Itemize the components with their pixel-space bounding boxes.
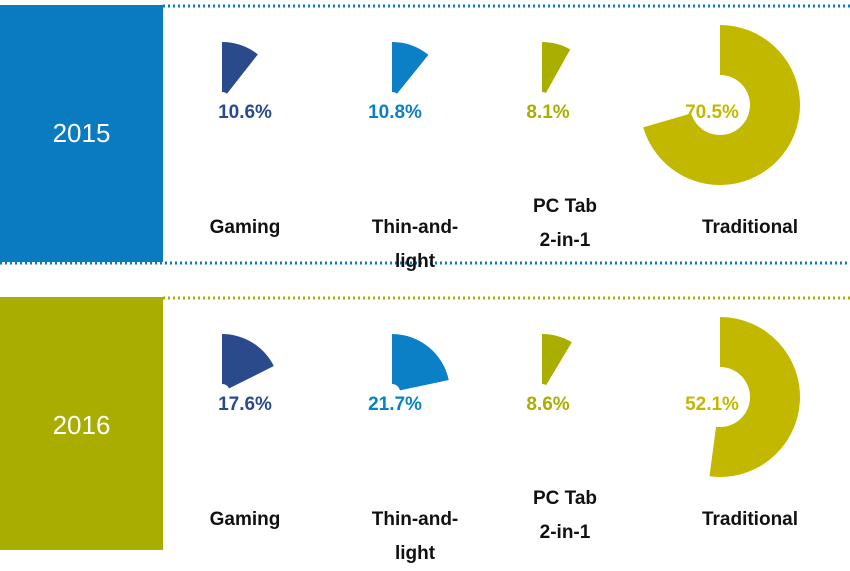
donut-segment [222, 334, 274, 389]
chart [0, 4, 850, 550]
donut-segment [222, 42, 258, 94]
category-label: Traditional [701, 217, 799, 238]
donut-segment [542, 42, 571, 94]
value-label: 70.5% [685, 102, 739, 123]
value-label: 21.7% [368, 394, 422, 415]
donut-segment [392, 42, 429, 94]
donut-segment [542, 334, 572, 386]
value-label: 10.8% [368, 102, 422, 123]
category-label: Thin-and-light [371, 509, 459, 564]
category-label: PC Tab 2-in-1 [532, 488, 598, 543]
value-label: 10.6% [218, 102, 272, 123]
donut-segment [709, 317, 801, 478]
year-label: 2015 [52, 118, 111, 148]
donut-segment [643, 25, 800, 185]
value-label: 8.6% [526, 394, 570, 415]
category-label: Thin-and-light [371, 217, 459, 272]
category-label: Gaming [209, 509, 281, 530]
year-label: 2016 [52, 410, 111, 440]
value-label: 52.1% [685, 394, 739, 415]
category-label: PC Tab 2-in-1 [532, 196, 598, 251]
year-panel [0, 297, 163, 550]
category-label: Traditional [701, 509, 799, 530]
year-panel [0, 5, 163, 262]
value-label: 8.1% [526, 102, 570, 123]
infographic: 2015 10.6% Gaming 10.8% Thin-and-light 8.1% PC… [0, 4, 850, 564]
category-label: Gaming [209, 217, 281, 238]
donut-segment [392, 334, 449, 391]
value-label: 17.6% [218, 394, 272, 415]
